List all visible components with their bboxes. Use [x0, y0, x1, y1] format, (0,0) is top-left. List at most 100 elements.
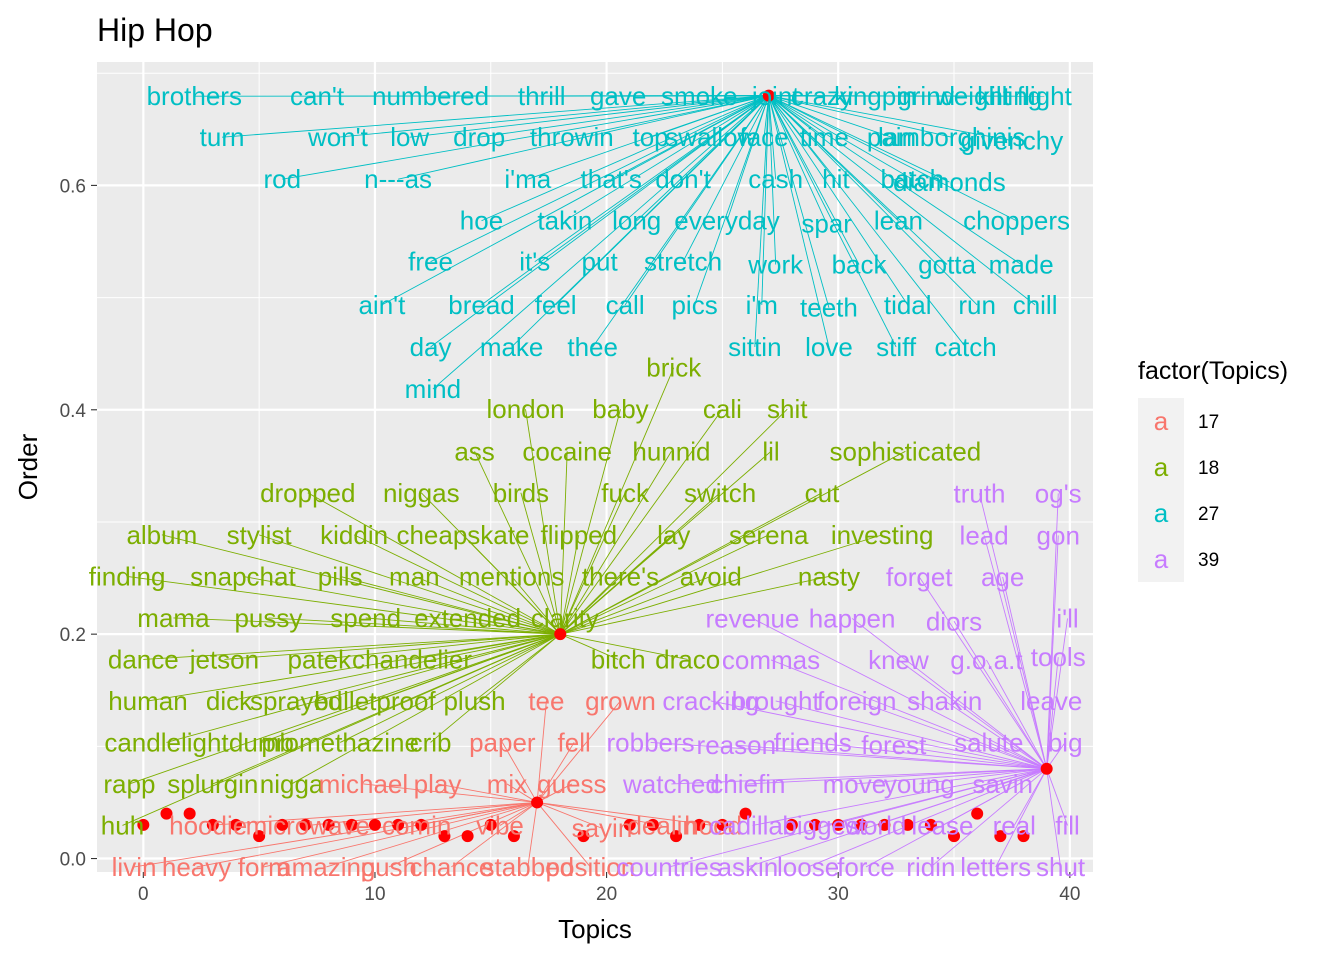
label-connector	[560, 575, 711, 635]
word-label: jetson	[189, 644, 259, 674]
label-connector	[752, 618, 1047, 770]
label-connector	[224, 633, 561, 660]
x-tick-label: 10	[364, 884, 385, 905]
word-label: can't	[290, 81, 345, 111]
label-connector	[1046, 768, 1062, 868]
word-label: numbered	[372, 81, 489, 111]
legend-key	[1138, 536, 1184, 582]
label-connector	[768, 95, 892, 138]
word-label: face	[740, 122, 789, 152]
word-label: askin	[718, 852, 779, 882]
label-connector	[536, 802, 603, 829]
y-axis-label: Order	[13, 433, 43, 500]
word-label: promethazine	[261, 727, 419, 757]
y-tick-label: 0.0	[60, 850, 86, 871]
word-label: human	[108, 686, 188, 716]
word-label: top	[633, 122, 669, 152]
word-label: takin	[537, 206, 592, 236]
label-connector	[856, 700, 1047, 770]
word-label: sophisticated	[829, 436, 981, 466]
word-label: position	[546, 852, 636, 882]
label-connector	[365, 617, 561, 635]
word-label: love	[805, 332, 853, 362]
label-connector	[768, 95, 830, 308]
label-connector	[571, 95, 769, 138]
data-point	[507, 830, 520, 843]
word-label: savin	[972, 769, 1033, 799]
data-point	[646, 818, 659, 831]
label-connector	[527, 95, 769, 180]
label-connector	[437, 783, 538, 803]
legend-label: 39	[1198, 550, 1219, 571]
word-label: loose	[777, 852, 839, 882]
word-label: everyday	[674, 206, 780, 236]
plot-panel	[97, 62, 1093, 872]
label-connector	[261, 633, 561, 743]
label-connector	[768, 95, 777, 265]
word-label: livin	[112, 852, 157, 882]
data-point	[183, 807, 196, 820]
label-connector	[326, 802, 538, 868]
label-connector	[694, 95, 770, 306]
data-point	[299, 818, 312, 831]
word-label: givenchy	[961, 126, 1064, 156]
axes: 0 10 20 30 40 0.0 0.2 0.4 0.6	[60, 176, 1081, 905]
word-label: chill	[1013, 290, 1058, 320]
word-label: robbers	[607, 727, 695, 757]
word-label: i'll	[1056, 603, 1078, 633]
label-connector	[340, 575, 561, 635]
legend-key	[1138, 490, 1184, 536]
label-connector	[474, 633, 561, 702]
data-point	[924, 818, 937, 831]
word-label: guess	[537, 769, 606, 799]
label-connector	[319, 633, 561, 660]
label-connector	[1046, 618, 1068, 769]
data-point	[577, 830, 590, 843]
y-tick-label: 0.4	[60, 401, 87, 422]
label-connector	[560, 633, 619, 660]
label-connector	[559, 451, 568, 635]
label-connector	[559, 367, 675, 635]
word-label: spar	[801, 209, 852, 239]
label-connector	[768, 95, 909, 306]
label-connector	[754, 95, 770, 347]
word-label: mix	[487, 769, 527, 799]
word-label: finding	[89, 561, 166, 591]
word-label: mentions	[459, 561, 565, 591]
word-label: forget	[886, 562, 953, 592]
word-label: shut	[1036, 852, 1086, 882]
label-connector	[208, 801, 538, 826]
word-label: biggest	[782, 810, 867, 840]
word-label: microwave	[246, 810, 370, 840]
label-connector	[430, 95, 769, 348]
word-label: rod	[264, 164, 302, 194]
data-point	[693, 818, 706, 831]
label-connector	[768, 95, 913, 180]
label-connector	[409, 95, 769, 138]
label-connector	[559, 534, 580, 635]
word-label: lay	[657, 520, 690, 550]
word-label: vibe	[476, 810, 524, 840]
label-connector	[511, 576, 561, 635]
label-connector	[467, 617, 561, 635]
label-connector	[1046, 700, 1052, 769]
word-label: heavy	[162, 852, 231, 882]
word-label: back	[832, 250, 888, 280]
legend-title: factor(Topics)	[1138, 357, 1288, 385]
word-label: rapp	[103, 769, 155, 799]
word-label: force	[837, 852, 895, 882]
label-connector	[559, 408, 723, 635]
chart-title: Hip Hop	[97, 12, 213, 48]
word-label: killing	[977, 81, 1042, 111]
label-connector	[133, 801, 538, 868]
label-connector	[363, 783, 538, 803]
label-connector	[699, 95, 769, 97]
label-connector	[671, 768, 1047, 785]
word-label: happen	[809, 603, 896, 633]
label-connector	[898, 659, 1047, 770]
label-connector	[770, 659, 1047, 770]
label-connector	[536, 783, 573, 803]
word-label: cadillac	[709, 810, 796, 840]
label-connector	[559, 492, 626, 635]
